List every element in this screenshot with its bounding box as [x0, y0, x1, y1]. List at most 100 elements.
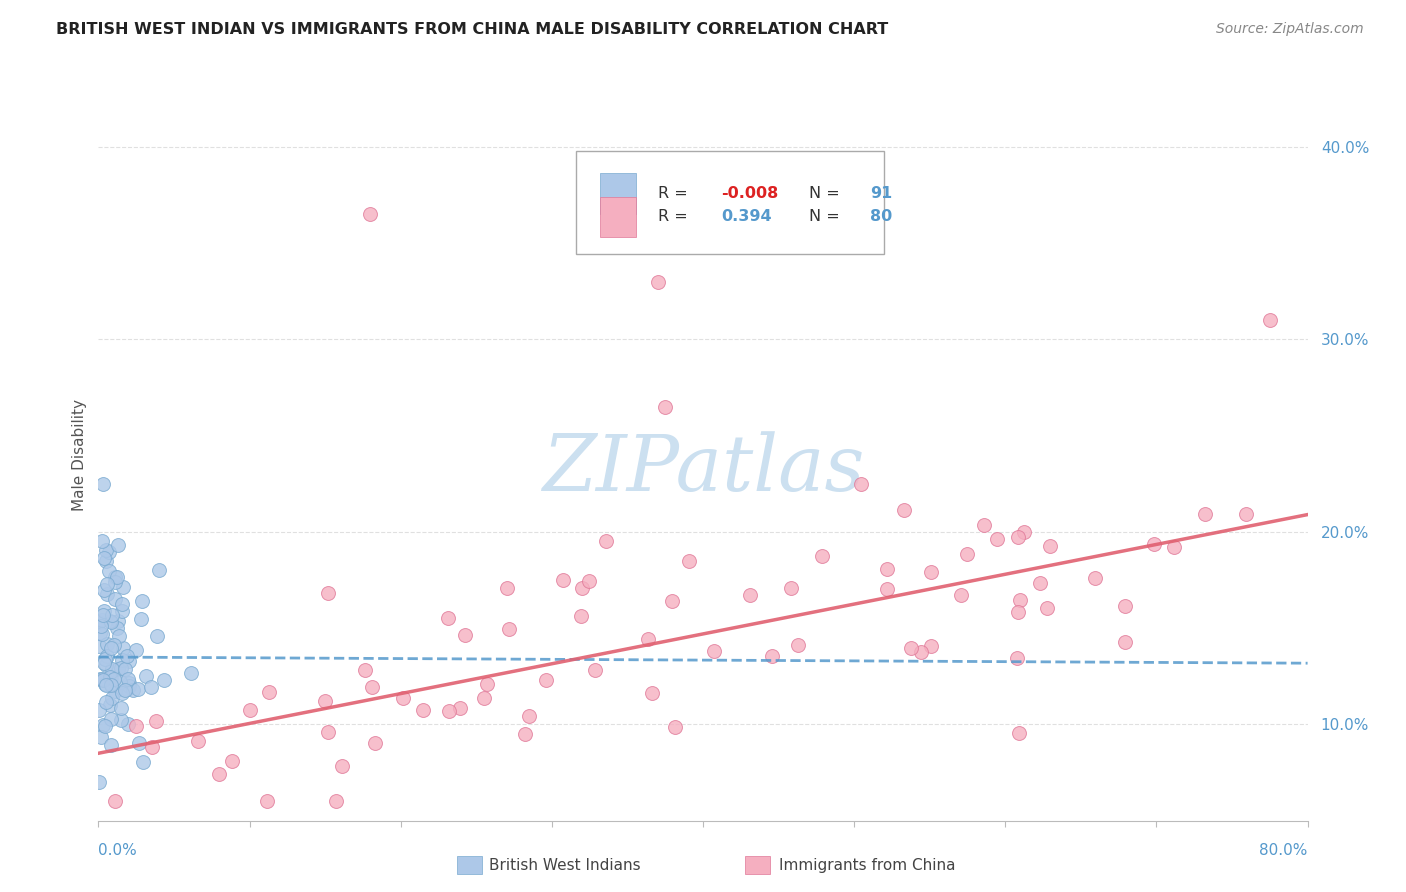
- Point: [93, 657, 115, 671]
- Point: [472, 691, 495, 706]
- Point: [112, 640, 135, 655]
- Point: [412, 702, 434, 716]
- Point: [595, 534, 617, 549]
- Point: [1029, 576, 1052, 591]
- Point: [920, 639, 942, 653]
- Text: R =: R =: [658, 186, 693, 201]
- Point: [100, 641, 122, 656]
- Point: [105, 621, 128, 635]
- Point: [949, 588, 972, 602]
- FancyBboxPatch shape: [600, 173, 637, 213]
- Point: [132, 755, 155, 769]
- Point: [90, 730, 112, 744]
- Point: [121, 682, 143, 697]
- Point: [91, 626, 114, 640]
- Point: [454, 628, 477, 642]
- Text: N =: N =: [810, 186, 845, 201]
- Point: [94, 652, 117, 666]
- Point: [534, 673, 557, 687]
- Point: [498, 622, 520, 636]
- Point: [110, 700, 132, 714]
- Point: [103, 673, 125, 687]
- Point: [1142, 537, 1164, 551]
- Point: [364, 736, 387, 750]
- Point: [221, 754, 243, 768]
- Point: [93, 551, 115, 566]
- Point: [101, 662, 124, 676]
- Point: [127, 681, 149, 696]
- Point: [103, 592, 125, 607]
- Point: [180, 665, 202, 680]
- Point: [91, 608, 114, 623]
- Point: [1010, 593, 1032, 607]
- Point: [475, 677, 498, 691]
- Point: [110, 660, 132, 674]
- Point: [90, 533, 112, 548]
- Point: [135, 669, 157, 683]
- Point: [110, 713, 132, 727]
- Text: -0.008: -0.008: [721, 186, 779, 201]
- Point: [91, 613, 114, 627]
- Point: [256, 794, 278, 808]
- Point: [569, 608, 592, 623]
- Point: [108, 674, 131, 689]
- Point: [1084, 571, 1107, 585]
- Point: [354, 663, 377, 677]
- Point: [876, 582, 898, 596]
- Y-axis label: Male Disability: Male Disability: [72, 399, 87, 511]
- Point: [1114, 634, 1136, 648]
- Point: [104, 794, 127, 808]
- Point: [647, 275, 669, 289]
- Text: BRITISH WEST INDIAN VS IMMIGRANTS FROM CHINA MALE DISABILITY CORRELATION CHART: BRITISH WEST INDIAN VS IMMIGRANTS FROM C…: [56, 22, 889, 37]
- Point: [876, 562, 898, 576]
- Point: [257, 685, 280, 699]
- Point: [93, 582, 115, 597]
- Point: [111, 653, 134, 667]
- Point: [96, 678, 118, 692]
- Point: [93, 604, 115, 618]
- Point: [325, 794, 347, 808]
- Point: [115, 648, 138, 663]
- Point: [96, 577, 118, 591]
- Point: [111, 597, 134, 611]
- Point: [100, 712, 122, 726]
- Point: [146, 629, 169, 643]
- Point: [316, 586, 339, 600]
- Point: [661, 593, 683, 607]
- Point: [153, 673, 176, 687]
- Point: [94, 554, 117, 568]
- Point: [654, 400, 676, 414]
- Point: [330, 759, 353, 773]
- Point: [128, 736, 150, 750]
- Point: [105, 570, 128, 584]
- Point: [578, 574, 600, 588]
- Point: [114, 682, 136, 697]
- Point: [513, 727, 536, 741]
- Point: [89, 615, 111, 629]
- Text: N =: N =: [810, 210, 845, 224]
- Text: 0.0%: 0.0%: [98, 843, 138, 858]
- Point: [129, 612, 152, 626]
- Point: [98, 698, 121, 712]
- Point: [107, 662, 129, 676]
- Point: [100, 676, 122, 690]
- Point: [1036, 600, 1059, 615]
- Point: [89, 625, 111, 640]
- Point: [100, 677, 122, 691]
- Point: [94, 658, 117, 673]
- Point: [391, 690, 413, 705]
- FancyBboxPatch shape: [600, 197, 637, 237]
- Point: [1194, 507, 1216, 521]
- Text: 80: 80: [870, 210, 893, 224]
- Point: [786, 638, 808, 652]
- Point: [893, 503, 915, 517]
- Point: [104, 574, 127, 589]
- Point: [104, 683, 127, 698]
- Point: [141, 739, 163, 754]
- Point: [1039, 539, 1062, 553]
- Point: [97, 545, 120, 559]
- Point: [986, 533, 1008, 547]
- Point: [920, 565, 942, 579]
- Point: [1114, 599, 1136, 613]
- Point: [1007, 605, 1029, 619]
